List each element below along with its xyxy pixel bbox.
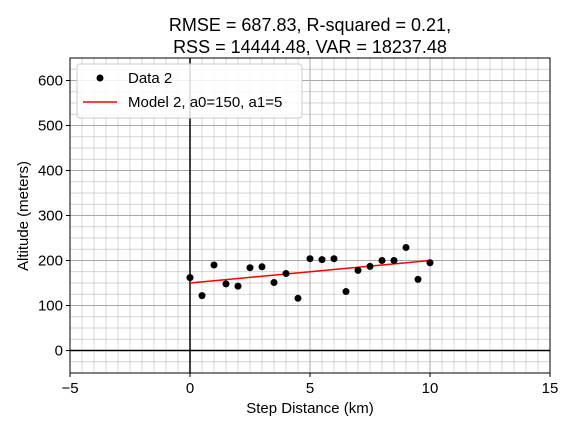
data-point [318,256,326,264]
y-tick-label: 200 [38,253,63,270]
data-point [246,264,254,272]
data-point [378,257,386,264]
data-point [210,261,218,269]
model-line [189,259,431,284]
legend: Data 2 Model 2, a0=150, a1=5 [76,63,303,119]
data-point [222,280,230,288]
legend-box [76,63,303,119]
legend-label-data: Data 2 [128,70,172,87]
data-point [426,259,434,267]
data-point [354,266,362,274]
legend-label-model: Model 2, a0=150, a1=5 [128,94,282,111]
data-point [186,274,194,282]
data-point [198,292,206,300]
y-tick-label: 0 [55,343,63,360]
data-point [402,243,410,251]
data-point [270,279,278,287]
data-point [414,275,422,283]
y-axis-label: Altitude (meters) [15,161,32,271]
y-tick-label: 300 [38,208,63,225]
data-point [366,262,374,270]
y-tick-label: 500 [38,118,63,135]
x-tick-label: −5 [61,380,78,397]
x-axis-label: Step Distance (km) [246,400,374,417]
x-tick-label: 0 [186,380,194,397]
x-tick-label: 15 [542,380,559,397]
chart-title-line2: RSS = 14444.48, VAR = 18237.48 [173,37,447,57]
x-tick-label: 5 [306,380,314,397]
data-point [342,288,350,296]
data-point [306,255,314,263]
legend-marker-data [96,74,104,82]
data-point [330,255,338,263]
y-tick-label: 600 [38,73,63,90]
data-point [234,282,242,290]
data-point [294,294,302,302]
axis-ticks: −5 0 5 10 15 0 100 200 300 400 500 600 [38,73,558,398]
x-tick-label: 10 [422,380,439,397]
y-tick-label: 400 [38,163,63,180]
data-point [258,263,266,271]
chart-title-line1: RMSE = 687.83, R-squared = 0.21, [169,15,451,35]
data-point [282,270,290,278]
data-point [390,257,398,264]
series-layer [186,243,434,302]
y-tick-label: 100 [38,298,63,315]
